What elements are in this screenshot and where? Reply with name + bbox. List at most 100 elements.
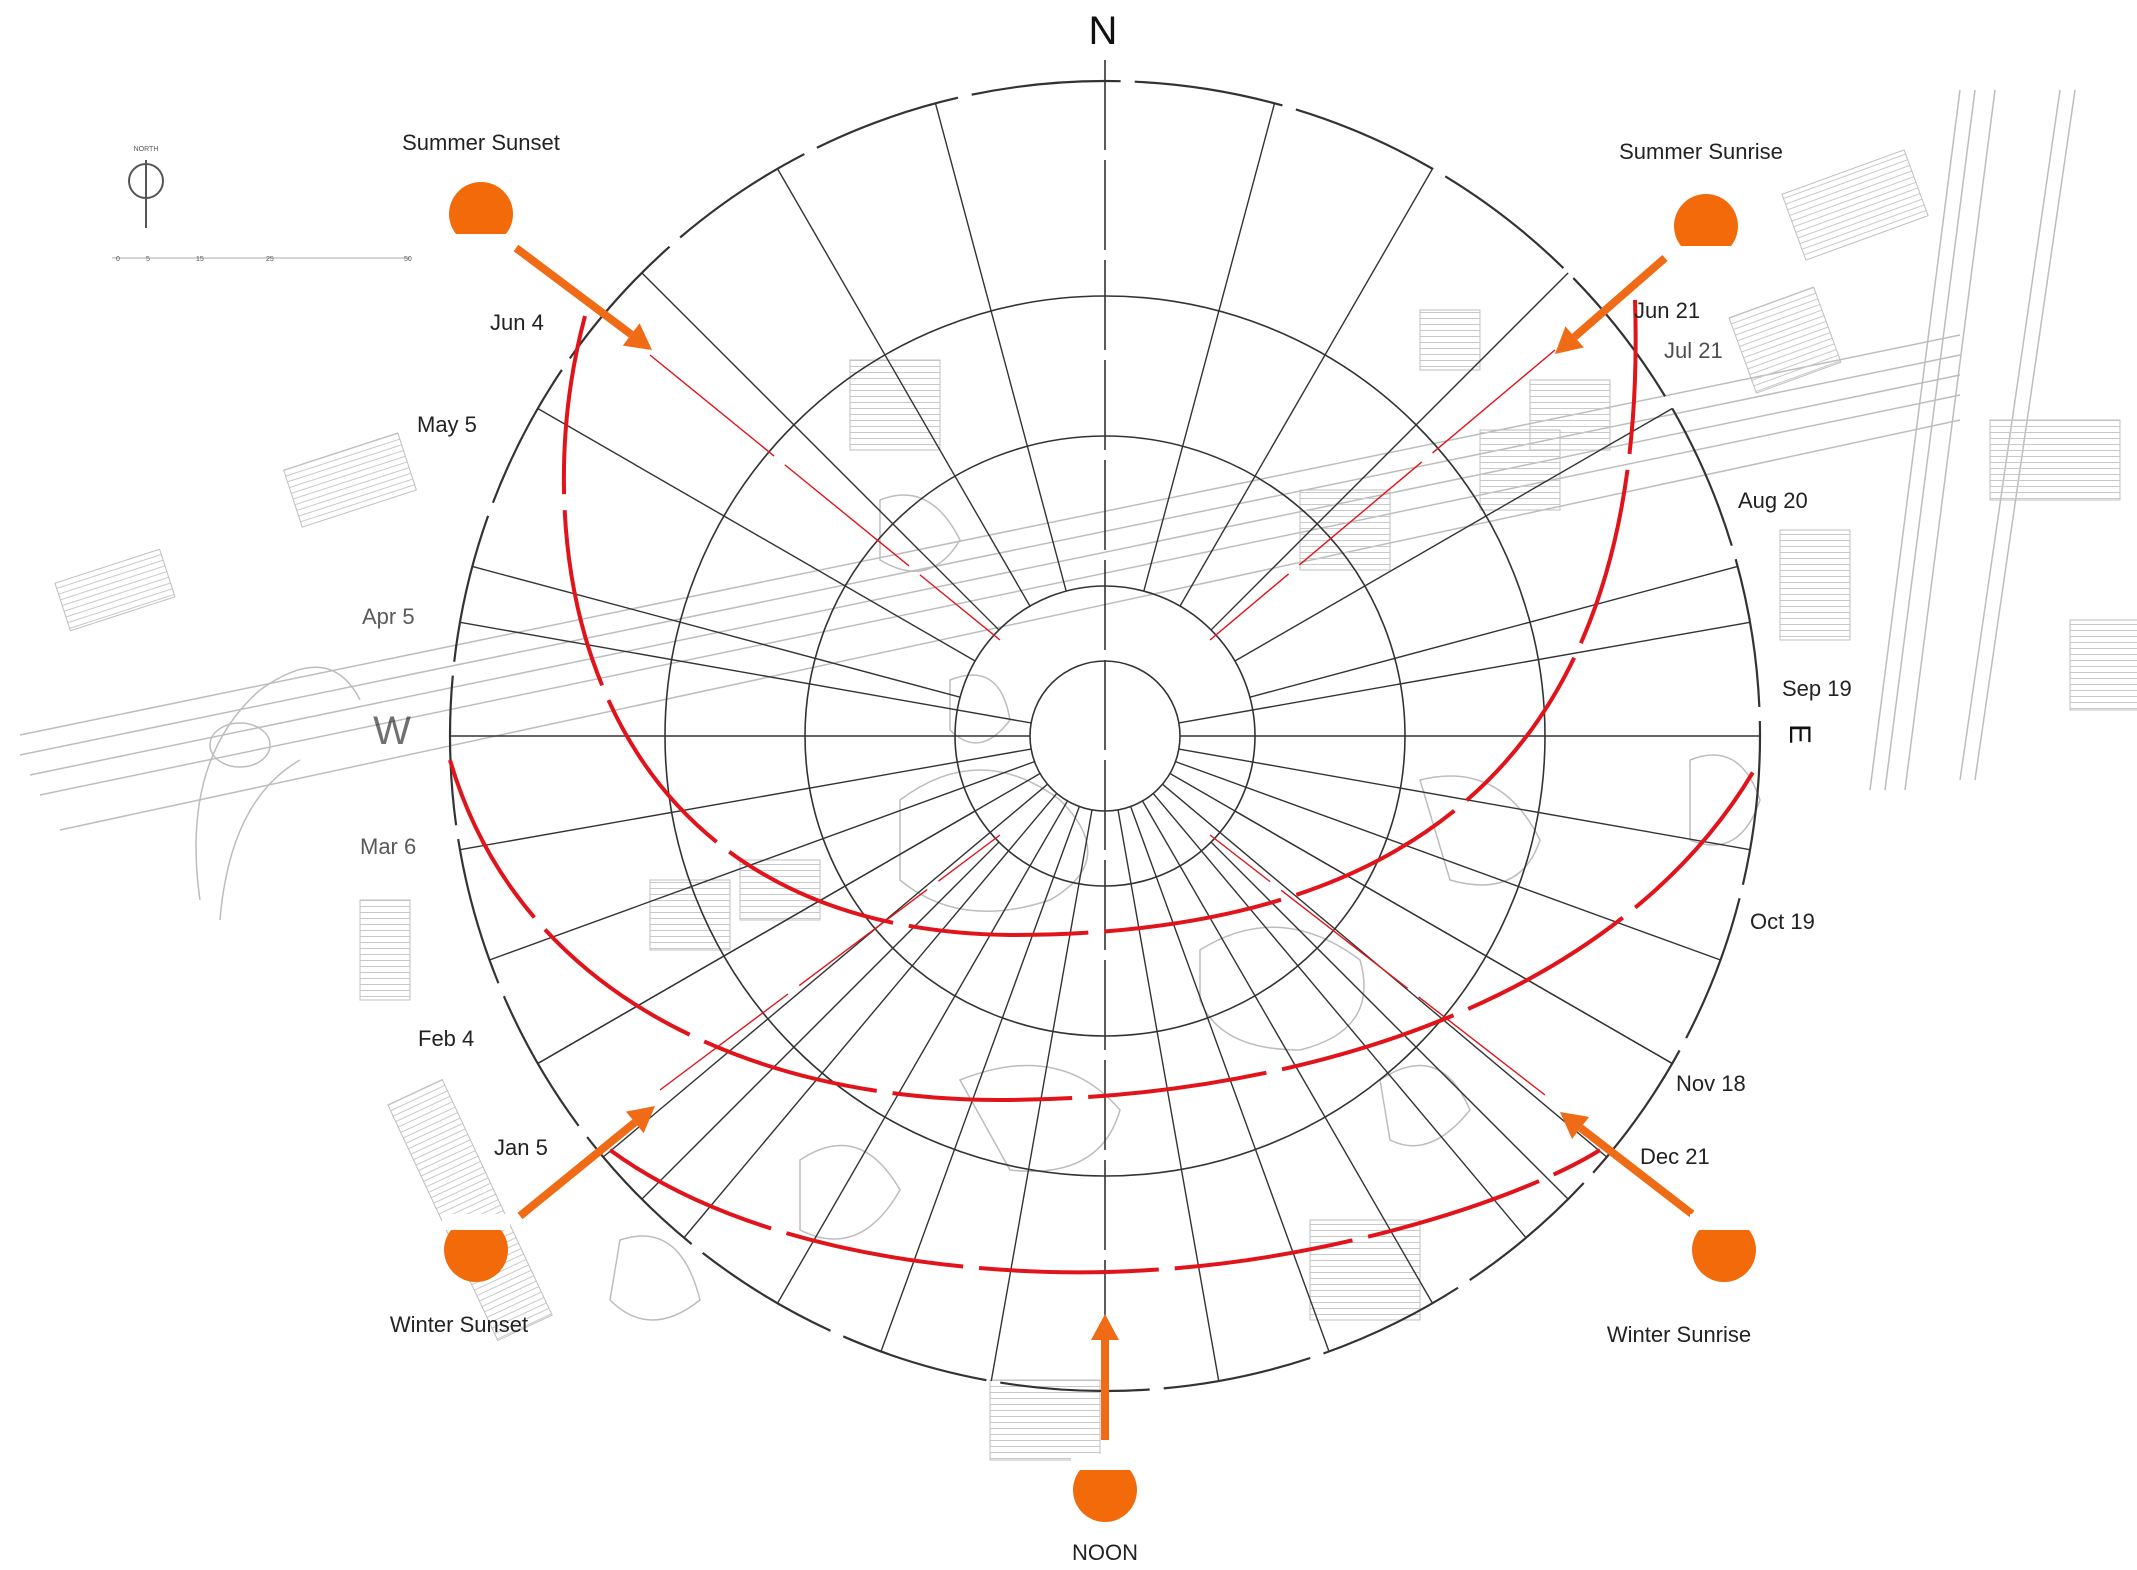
compass-west-label: W <box>373 709 411 753</box>
hour-line <box>459 621 1032 724</box>
sun-disc <box>449 182 513 246</box>
hour-line <box>776 800 1069 1304</box>
sun-sight-line <box>1209 349 1556 641</box>
sun-path-summer <box>561 299 1638 938</box>
azimuth-spoke <box>1210 272 1569 631</box>
direction-arrow-head <box>1091 1314 1119 1340</box>
road-line <box>195 666 361 901</box>
sun-path-equinox <box>448 759 1762 1103</box>
contour-line <box>799 1144 901 1240</box>
hour-line <box>1141 800 1434 1304</box>
date-label: Feb 4 <box>418 1026 474 1051</box>
building-footprint <box>1781 149 1929 261</box>
date-label: Apr 5 <box>362 604 415 629</box>
azimuth-spoke <box>641 841 1000 1200</box>
contour-line <box>899 769 1089 912</box>
sun-markers <box>442 182 1758 1522</box>
winter-sunset-label: Winter Sunset <box>390 1312 528 1337</box>
direction-arrow-shaft <box>1571 254 1668 340</box>
compass-north-label: N <box>1089 9 1118 53</box>
building-footprint <box>989 1379 1101 1461</box>
building-footprint <box>649 879 731 951</box>
road-line <box>59 419 1961 831</box>
sun-disc-cut <box>1690 1214 1758 1230</box>
sun-sight-line <box>649 354 1001 641</box>
azimuth-spoke <box>1249 565 1738 698</box>
azimuth-spoke <box>1179 168 1434 607</box>
direction-arrow-head <box>1555 326 1584 354</box>
compass-east-label: E <box>1783 724 1816 744</box>
sun-icon <box>1071 1454 1139 1522</box>
azimuth-spoke <box>934 103 1067 592</box>
sun-icon <box>447 182 515 250</box>
azimuth-spoke <box>472 565 961 698</box>
date-label: Jul 21 <box>1664 338 1723 363</box>
date-label: Jun 21 <box>1634 298 1700 323</box>
scale-tick-label: 15 <box>196 256 204 263</box>
hour-line <box>459 748 1032 851</box>
hour-line <box>489 760 1035 961</box>
direction-arrow-head <box>622 323 652 350</box>
direction-arrow-head <box>1560 1112 1590 1139</box>
road-line <box>39 394 1961 796</box>
building-footprint <box>1309 1219 1421 1321</box>
sun-disc-cut <box>442 1214 510 1230</box>
building-footprint <box>1299 489 1391 571</box>
roundabout <box>209 722 271 768</box>
sun-icon <box>1672 194 1740 262</box>
sun-disc <box>1692 1218 1756 1282</box>
building-footprint <box>849 359 941 451</box>
date-label: May 5 <box>417 412 477 437</box>
hour-line <box>1117 809 1220 1382</box>
noon-label: NOON <box>1072 1540 1138 1565</box>
scale-tick-label: 0 <box>116 256 120 263</box>
road-line <box>29 374 1961 776</box>
sun-direction-arrows <box>513 244 1695 1440</box>
direction-arrow-head <box>626 1106 655 1134</box>
site-plan-background <box>19 89 2076 1321</box>
azimuth-spoke <box>537 407 976 662</box>
date-labels-left: Jun 4 May 5 Apr 5 Mar 6 Feb 4 Jan 5 <box>360 310 548 1160</box>
date-label: Jun 4 <box>490 310 544 335</box>
north-arrow: NORTH 0 5 15 25 50 <box>112 146 412 263</box>
sun-disc-cut <box>447 234 515 250</box>
date-label: Jan 5 <box>494 1135 548 1160</box>
azimuth-spoke <box>537 810 976 1065</box>
building-footprint <box>1779 529 1851 641</box>
date-label: Nov 18 <box>1676 1071 1746 1096</box>
scale-tick-label: 5 <box>146 256 150 263</box>
date-label: Aug 20 <box>1738 488 1808 513</box>
building-footprint <box>1419 309 1481 371</box>
building-footprints <box>54 149 2137 1461</box>
azimuth-spoke <box>776 168 1031 607</box>
direction-arrow-shaft <box>517 1119 638 1220</box>
road-line <box>1884 89 1976 791</box>
hour-line <box>1178 748 1751 851</box>
sun-path-grid <box>448 60 1762 1400</box>
azimuth-spoke <box>1234 810 1673 1065</box>
sun-rays <box>649 349 1556 1096</box>
summer-sunrise-label: Summer Sunrise <box>1619 139 1783 164</box>
date-label: Dec 21 <box>1640 1144 1710 1169</box>
road-line <box>19 334 1961 736</box>
scale-tick-label: 50 <box>404 256 412 263</box>
sun-icon <box>1690 1214 1758 1282</box>
contour-line <box>1199 926 1365 1051</box>
sun-disc <box>1073 1458 1137 1522</box>
azimuth-spoke <box>1143 103 1276 592</box>
hour-line <box>1175 760 1721 961</box>
contour-line <box>958 1064 1121 1172</box>
direction-arrow-shaft <box>1578 1124 1695 1218</box>
hour-line <box>683 793 1058 1239</box>
sun-sight-line <box>659 834 1001 1091</box>
road-line <box>19 354 1961 756</box>
summer-sunset-label: Summer Sunset <box>402 130 560 155</box>
scale-tick-label: 25 <box>266 256 274 263</box>
date-labels-right: Jun 21 Jul 21 Aug 20 Sep 19 Oct 19 Nov 1… <box>1634 298 1852 1169</box>
road-line <box>219 759 301 921</box>
date-label: Oct 19 <box>1750 909 1815 934</box>
contour-line <box>879 494 961 572</box>
building-footprint <box>1529 379 1611 451</box>
road-line <box>1869 89 1961 791</box>
contour-line <box>949 674 1011 744</box>
